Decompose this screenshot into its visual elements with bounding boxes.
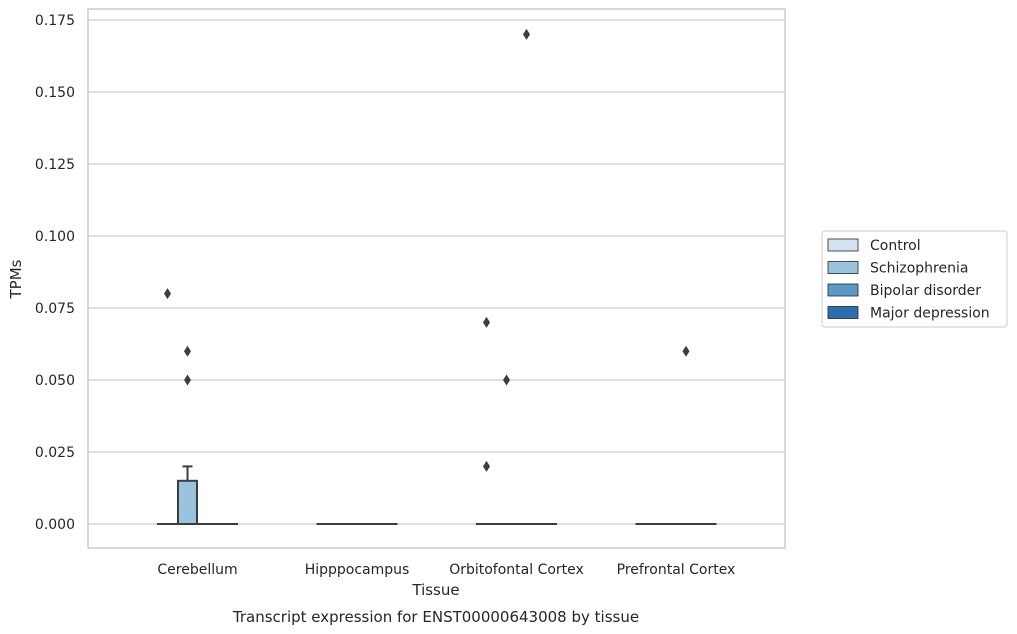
plot-frame [87, 8, 786, 549]
flier-point [503, 374, 510, 386]
grid-layer [88, 19, 785, 525]
fliers [164, 28, 690, 472]
legend-label: Major depression [870, 306, 990, 322]
chart-title: Transcript expression for ENST0000064300… [232, 608, 639, 626]
legend-label: Control [870, 238, 921, 254]
legend-swatch [827, 238, 859, 252]
legend-swatch [827, 306, 859, 319]
legend-items: Control Schizophrenia Bipolar disorder Majo… [827, 238, 990, 322]
y-tick-label: 0.025 [35, 445, 75, 461]
flier-point [483, 316, 490, 328]
legend-swatch [827, 283, 859, 297]
x-tick-labels: Cerebellum Hipppocampus Orbitofontal Corte… [157, 562, 735, 578]
flier-point [682, 345, 690, 357]
legend-label: Bipolar disorder [870, 283, 981, 299]
box-body [177, 479, 198, 525]
y-tick-label: 0.125 [35, 157, 75, 173]
y-tick-label: 0.000 [35, 517, 75, 533]
y-tick-label: 0.150 [35, 85, 75, 101]
x-tick-label: Hipppocampus [305, 562, 410, 578]
flier-point [184, 374, 191, 386]
y-tick-label: 0.075 [35, 301, 75, 317]
y-tick-label: 0.050 [35, 373, 75, 389]
legend: Control Schizophrenia Bipolar disorder Majo… [821, 230, 1008, 328]
legend-frame [821, 230, 1008, 328]
x-tick-label: Cerebellum [157, 562, 237, 578]
y-tick-label: 0.100 [35, 229, 75, 245]
boxes [157, 465, 717, 526]
x-axis-label: Tissue [411, 581, 459, 599]
flier-point [523, 28, 530, 40]
y-tick-labels: 0.000 0.025 0.050 0.075 0.100 0.125 0.150 0.175 [35, 13, 75, 533]
x-tick-label: Orbitofontal Cortex [449, 562, 584, 578]
y-axis-label: TPMs [7, 259, 25, 299]
legend-swatch [827, 261, 859, 274]
y-tick-label: 0.175 [35, 13, 75, 29]
flier-point [164, 288, 171, 300]
legend-label: Schizophrenia [870, 261, 968, 277]
flier-point [184, 345, 191, 357]
x-tick-label: Prefrontal Cortex [617, 562, 736, 578]
flier-point [483, 460, 490, 472]
box [177, 465, 198, 525]
